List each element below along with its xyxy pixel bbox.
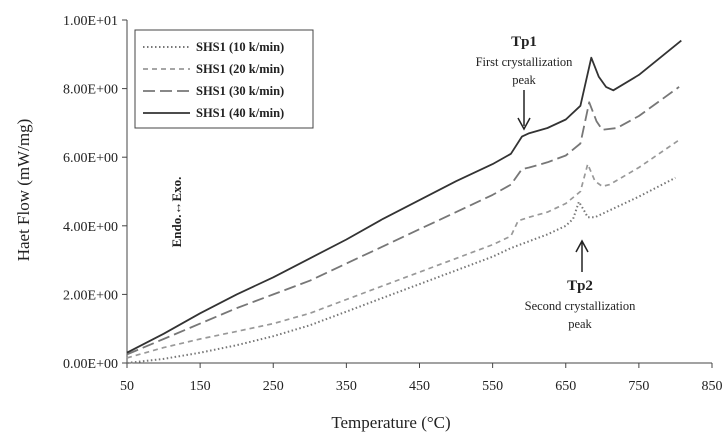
y-axis-title: Haet Flow (mW/mg): [14, 119, 33, 262]
annotation-tp1-title: Tp1: [511, 34, 537, 50]
axes: [122, 19, 713, 368]
y-tick-label: 2.00E+00: [63, 288, 118, 303]
x-tick-label: 850: [702, 379, 723, 394]
series-line-2: [126, 139, 680, 359]
legend-label-1: SHS1 (10 k/min): [196, 40, 284, 54]
x-tick-label: 150: [190, 379, 211, 394]
x-tick-label: 450: [409, 379, 430, 394]
annotation-tp2-title: Tp2: [567, 278, 593, 294]
annotation-tp2-text2: peak: [568, 317, 592, 331]
series-line-4: [126, 39, 682, 354]
x-tick-label: 50: [120, 379, 134, 394]
series-line-1: [126, 176, 676, 364]
x-tick-label: 650: [555, 379, 576, 394]
legend-box: [134, 29, 314, 129]
y-tick-label: 6.00E+00: [63, 151, 118, 166]
y-tick-label: 4.00E+00: [63, 220, 118, 235]
x-tick-label: 750: [628, 379, 649, 394]
annotation-tp1-arrowhead: [517, 117, 531, 131]
annotation-tp2-text: Second crystallization: [525, 299, 636, 313]
series-line-3: [126, 86, 680, 356]
endo-exo-label: Endo.↔Exo.: [169, 177, 184, 248]
y-tick-label: 0.00E+00: [63, 357, 118, 372]
tick-labels: 50 150 250 350 450 550 650 750 850 0.00E+00 2.00E+…: [63, 14, 722, 394]
x-axis-title: Temperature (°C): [331, 413, 450, 432]
annotations: Tp1 First crystallization peak Tp2 Secon…: [169, 34, 636, 331]
y-tick-label: 8.00E+00: [63, 83, 118, 98]
annotation-tp2-arrowhead: [575, 239, 589, 253]
annotation-tp1-text: First crystallization: [476, 55, 574, 69]
legend-label-2: SHS1 (20 k/min): [196, 62, 284, 76]
legend-label-3: SHS1 (30 k/min): [196, 84, 284, 98]
x-tick-label: 550: [482, 379, 503, 394]
x-tick-label: 250: [263, 379, 284, 394]
y-tick-label: 1.00E+01: [63, 14, 118, 29]
legend-label-4: SHS1 (40 k/min): [196, 106, 284, 120]
series-lines: [126, 39, 682, 364]
x-tick-label: 350: [336, 379, 357, 394]
annotation-tp1-text2: peak: [512, 73, 536, 87]
legend: SHS1 (10 k/min) SHS1 (20 k/min) SHS1 (30 k…: [134, 29, 314, 129]
